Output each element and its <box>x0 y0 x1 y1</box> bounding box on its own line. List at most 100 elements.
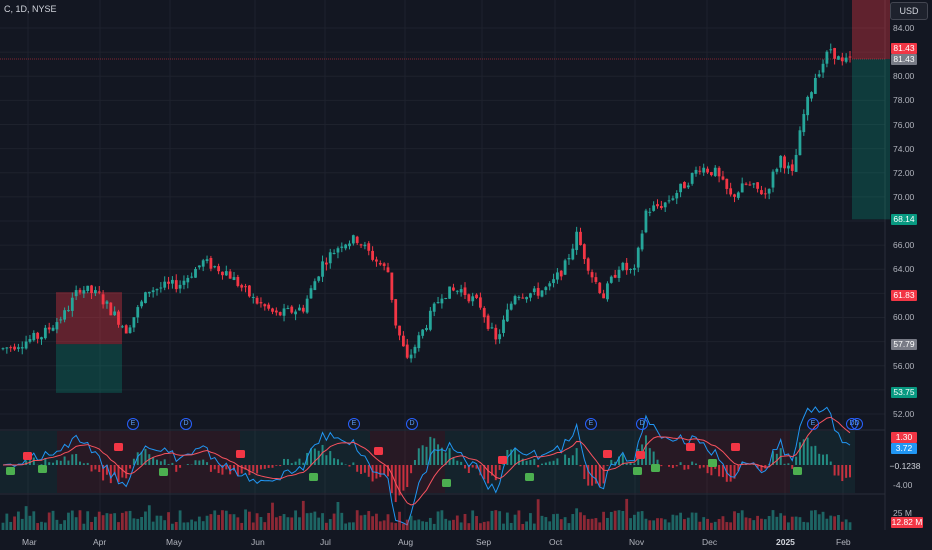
histogram-bar <box>244 465 247 470</box>
histogram-bar <box>721 465 724 478</box>
sell-signal-marker <box>374 447 383 455</box>
volume-bar <box>394 523 398 530</box>
histogram-bar <box>795 456 798 465</box>
volume-bar <box>563 517 567 530</box>
histogram-bar <box>829 461 832 465</box>
volume-bar <box>494 510 498 530</box>
candle-body <box>82 290 86 294</box>
histogram-bar <box>845 465 848 478</box>
candle-body <box>459 289 463 293</box>
candle-body <box>186 277 190 283</box>
candle-body <box>128 327 132 334</box>
histogram-bar <box>310 448 312 465</box>
volume-bar <box>556 513 559 530</box>
candle-body <box>398 325 401 336</box>
candle-body <box>733 194 736 197</box>
price-tick: 74.00 <box>893 144 915 154</box>
earnings-marker[interactable]: E <box>585 418 597 430</box>
candle-body <box>532 288 536 293</box>
volume-bar <box>274 517 278 530</box>
histogram-bar <box>633 463 636 465</box>
volume-bar <box>710 522 713 530</box>
candle-body <box>821 63 825 73</box>
candle-body <box>182 280 186 285</box>
histogram-bar <box>259 465 262 470</box>
candle-body <box>552 279 555 284</box>
candle-body <box>833 48 836 59</box>
currency-selector[interactable]: USD <box>890 2 928 20</box>
histogram-bar <box>718 465 721 477</box>
histogram-bar <box>75 453 78 465</box>
candle-body <box>844 57 848 62</box>
candle-body <box>675 193 679 199</box>
volume-bar <box>232 514 236 530</box>
volume-bar <box>848 522 852 530</box>
price-tick: 66.00 <box>893 240 915 250</box>
earnings-marker[interactable]: E <box>348 418 360 430</box>
candle-body <box>386 267 390 273</box>
oscillator-tick: -4.00 <box>893 480 913 490</box>
volume-bar <box>213 510 217 530</box>
candle-body <box>355 236 359 243</box>
histogram-bar <box>213 465 216 470</box>
candle-body <box>294 311 297 315</box>
candle-body <box>517 296 521 298</box>
dividend-marker[interactable]: D <box>851 418 863 430</box>
histogram-bar <box>25 460 28 465</box>
candle-body <box>563 260 567 275</box>
candle-body <box>648 211 652 213</box>
volume-bar <box>190 519 194 530</box>
histogram-bar <box>475 465 478 469</box>
earnings-marker[interactable]: E <box>127 418 139 430</box>
histogram-bar <box>298 458 301 465</box>
histogram-bar <box>344 464 347 465</box>
candle-body <box>94 290 97 294</box>
volume-bar <box>24 506 28 530</box>
volume-bar <box>609 511 613 530</box>
volume-bar <box>602 511 605 530</box>
candle-body <box>178 284 182 289</box>
candle-body <box>498 334 502 340</box>
volume-bar <box>428 517 432 530</box>
histogram-bar <box>302 462 305 465</box>
histogram-bar <box>594 465 597 484</box>
volume-bar <box>621 510 625 530</box>
volume-bar <box>806 522 810 530</box>
sell-signal-marker <box>236 450 245 458</box>
volume-bar <box>790 516 794 530</box>
volume-bar <box>571 514 575 530</box>
candle-body <box>609 276 613 283</box>
oscillator-zone <box>0 431 57 493</box>
volume-bar <box>278 515 282 530</box>
volume-bar <box>9 521 13 530</box>
dividend-marker[interactable]: D <box>406 418 418 430</box>
histogram-bar <box>648 448 651 465</box>
volume-bar <box>263 522 267 530</box>
candle-body <box>467 294 471 302</box>
time-tick: Dec <box>702 537 718 547</box>
volume-bar <box>725 522 729 530</box>
time-tick: Sep <box>476 537 492 547</box>
dividend-marker[interactable]: D <box>180 418 192 430</box>
volume-bar <box>559 519 563 530</box>
candle-body <box>482 308 486 318</box>
candle-body <box>375 259 378 262</box>
candle-body <box>248 285 251 297</box>
dividend-marker[interactable]: D <box>636 418 648 430</box>
candle-body <box>132 317 136 328</box>
candle-body <box>151 290 155 293</box>
candle-body <box>259 302 263 304</box>
candle-body <box>344 244 348 249</box>
candle-body <box>556 272 559 280</box>
histogram-bar <box>333 458 336 465</box>
candle-body <box>136 307 140 318</box>
oscillator-zone <box>57 431 118 493</box>
earnings-marker[interactable]: E <box>807 418 819 430</box>
candle-body <box>671 198 675 200</box>
candle-body <box>86 285 90 292</box>
entry-level-label: 57.79 <box>891 339 917 350</box>
volume-bar <box>575 508 579 530</box>
candle-body <box>736 192 740 198</box>
candle-body <box>359 244 363 246</box>
